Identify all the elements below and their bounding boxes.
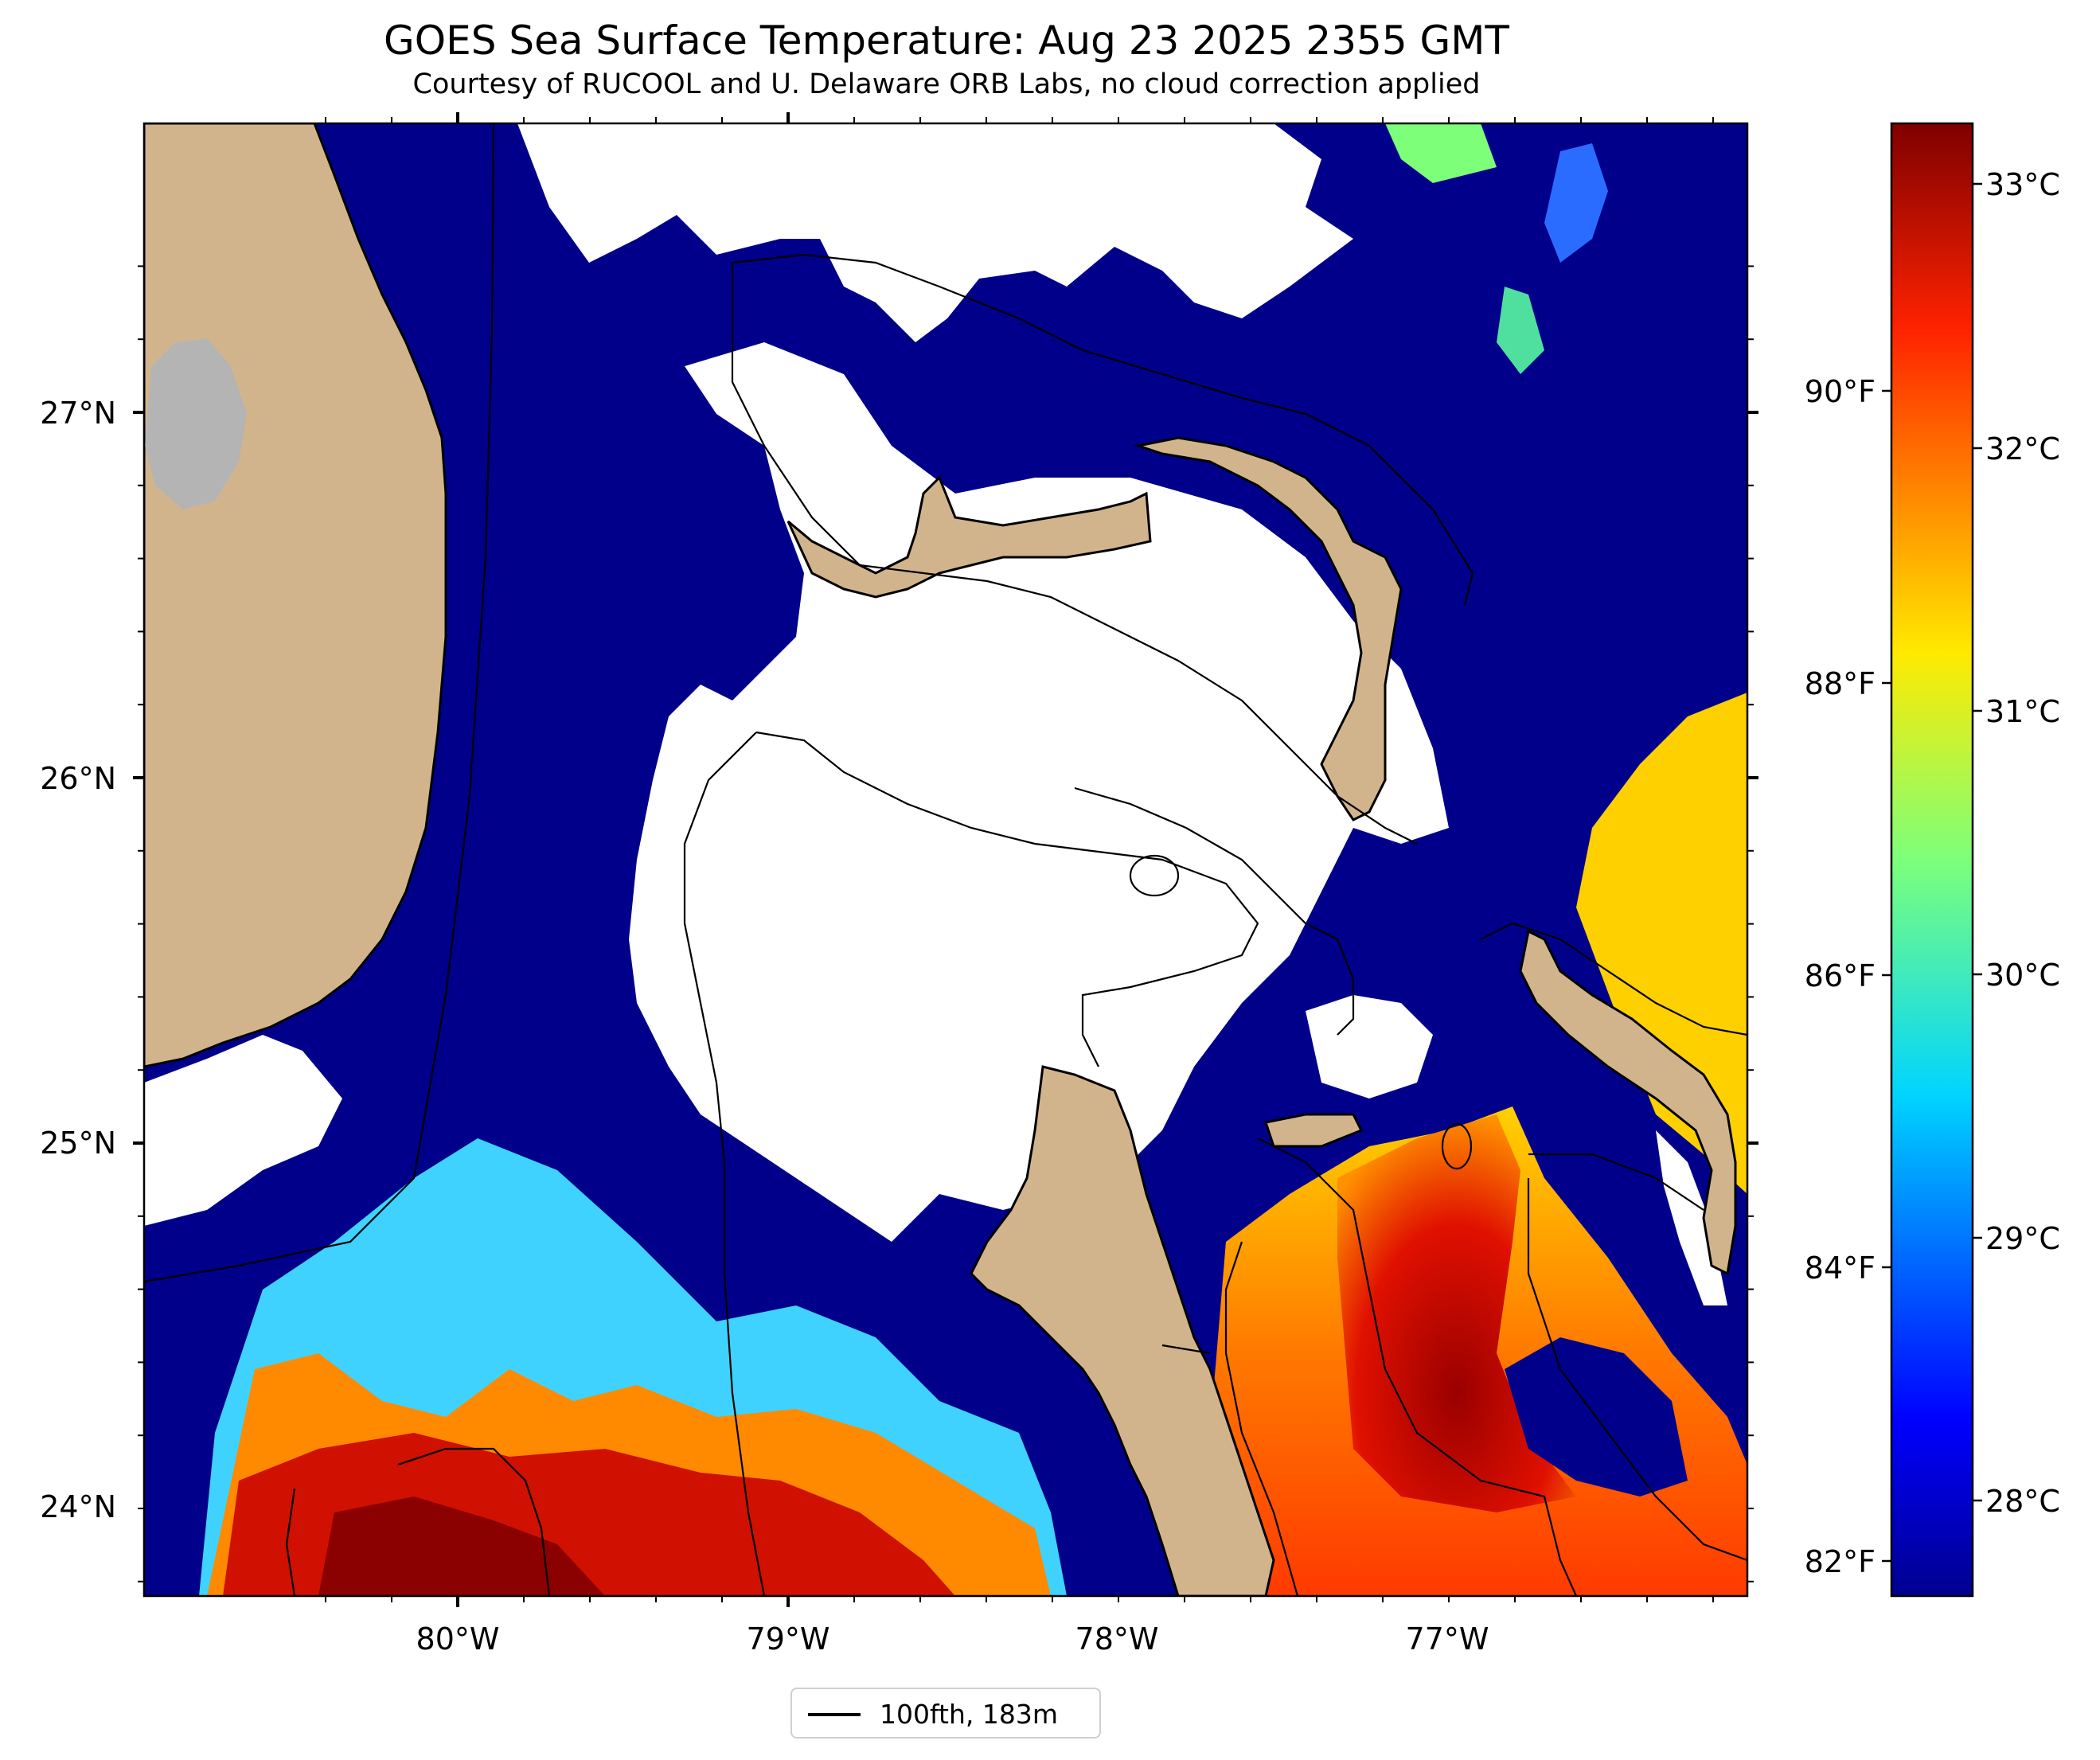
land-andros [970,1065,1275,1596]
cb-label-29c: 29°C [1985,1221,2060,1256]
land-grand-bahama [787,475,1152,599]
lon-label-77: 77°W [1406,1621,1489,1657]
cb-label-33c: 33°C [1985,167,2060,202]
axis-ticks [133,112,1758,1607]
colorbar [1890,122,1974,1598]
cb-label-30c: 30°C [1985,958,2060,993]
lake-okeechobee [145,338,247,509]
cb-label-88f: 88°F [1805,666,1876,701]
lat-label-27: 27°N [40,396,116,431]
hottest-water-southwest [318,1497,605,1596]
bathymetry-contours-100fth [144,123,1747,1596]
cloud-mask-center-east [1306,995,1433,1099]
lon-label-79: 79°W [747,1621,830,1657]
lon-label-80: 80°W [416,1621,500,1657]
map-frame [142,122,1749,1598]
colorbar-fahrenheit-labels: 90°F 88°F 86°F 84°F 82°F [1805,374,1876,1579]
lat-label-25: 25°N [40,1126,116,1161]
warm-water-northeast [1385,123,1497,183]
lat-label-24: 24°N [40,1489,116,1524]
longitude-labels: 80°W 79°W 78°W 77°W [416,1621,1489,1657]
legend-line-symbol [808,1713,861,1716]
latitude-labels: 27°N 26°N 25°N 24°N [40,396,116,1524]
map-subtitle: Courtesy of RUCOOL and U. Delaware ORB L… [412,68,1481,100]
colorbar-celsius-ticks [1973,182,1982,1502]
cb-label-32c: 32°C [1985,431,2060,466]
hot-water-southeast [1337,1114,1576,1512]
land-eleuthera [1519,929,1737,1276]
colorbar-celsius-labels: 33°C 32°C 31°C 30°C 29°C 28°C [1985,167,2060,1519]
lat-label-26: 26°N [40,761,116,796]
cb-label-84f: 84°F [1805,1251,1876,1286]
land-abaco [1134,436,1403,821]
cloud-mask-west [144,1035,342,1226]
warm-water-northeast-2 [1497,287,1544,374]
cool-streak-northeast [1544,143,1608,263]
cb-label-86f: 86°F [1805,958,1876,993]
cb-label-82f: 82°F [1805,1544,1876,1579]
map-title: GOES Sea Surface Temperature: Aug 23 202… [384,18,1509,64]
cb-label-28c: 28°C [1985,1484,2060,1519]
legend-box: 100fth, 183m [790,1688,1101,1739]
cb-label-90f: 90°F [1805,374,1876,409]
lon-label-78: 78°W [1075,1621,1159,1657]
cloud-mask-east-strip [1656,1130,1727,1305]
warm-water-east [1576,693,1747,1194]
cloud-mask-north [478,123,1353,342]
colorbar-fahrenheit-ticks [1882,389,1891,1563]
cb-label-31c: 31°C [1985,694,2060,729]
legend-label: 100fth, 183m [880,1699,1058,1730]
map-panel [144,123,1747,1596]
